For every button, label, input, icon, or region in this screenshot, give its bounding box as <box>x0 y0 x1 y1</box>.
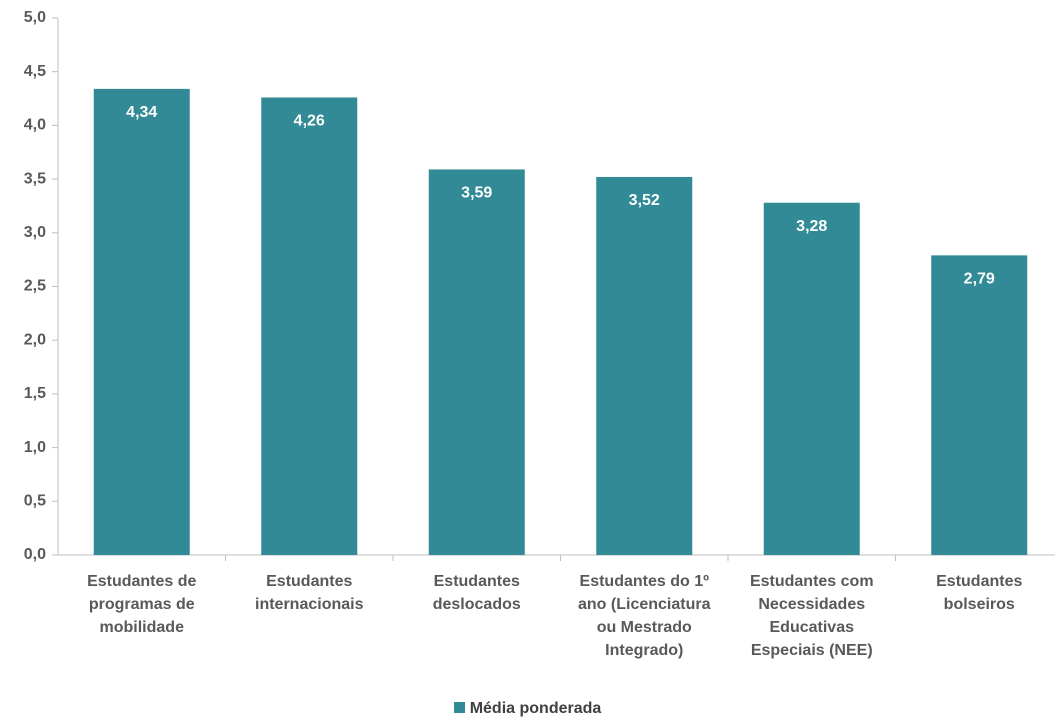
bar <box>93 88 190 555</box>
x-tick-label: Estudantes deslocados <box>432 573 521 613</box>
legend-label: Média ponderada <box>469 700 602 717</box>
data-label: 3,28 <box>796 218 827 235</box>
y-tick-label: 4,0 <box>24 117 46 134</box>
y-tick-label: 3,5 <box>24 170 46 187</box>
bar <box>428 169 525 555</box>
y-tick-label: 0,0 <box>24 546 46 563</box>
data-label: 3,52 <box>629 192 660 209</box>
x-tick-label: Estudantes internacionais <box>255 573 364 613</box>
legend-swatch <box>453 702 465 713</box>
data-label: 4,26 <box>294 113 325 130</box>
y-tick-label: 0,5 <box>24 493 46 510</box>
x-tick-label: Estudantes bolseiros <box>936 573 1023 613</box>
x-tick-label: Estudantes do 1º ano (Licenciatura ou Me… <box>578 573 711 659</box>
x-tick-label: Estudantes de programas de mobilidade <box>87 573 197 636</box>
bar <box>596 176 693 555</box>
y-tick-label: 4,5 <box>24 63 46 80</box>
data-label: 3,59 <box>461 185 492 202</box>
y-tick-label: 2,0 <box>24 331 46 348</box>
y-tick-label: 2,5 <box>24 278 46 295</box>
y-tick-label: 3,0 <box>24 224 46 241</box>
legend: Média ponderada <box>0 700 1055 718</box>
bar <box>763 202 860 555</box>
data-label: 2,79 <box>964 271 995 288</box>
x-tick-label: Estudantes com Necessidades Educativas E… <box>749 573 874 659</box>
y-tick-label: 5,0 <box>24 9 46 26</box>
y-tick-label: 1,0 <box>24 439 46 456</box>
y-tick-label: 1,5 <box>24 385 46 402</box>
data-label: 4,34 <box>126 104 157 121</box>
bar <box>261 97 358 555</box>
bar <box>931 255 1028 555</box>
